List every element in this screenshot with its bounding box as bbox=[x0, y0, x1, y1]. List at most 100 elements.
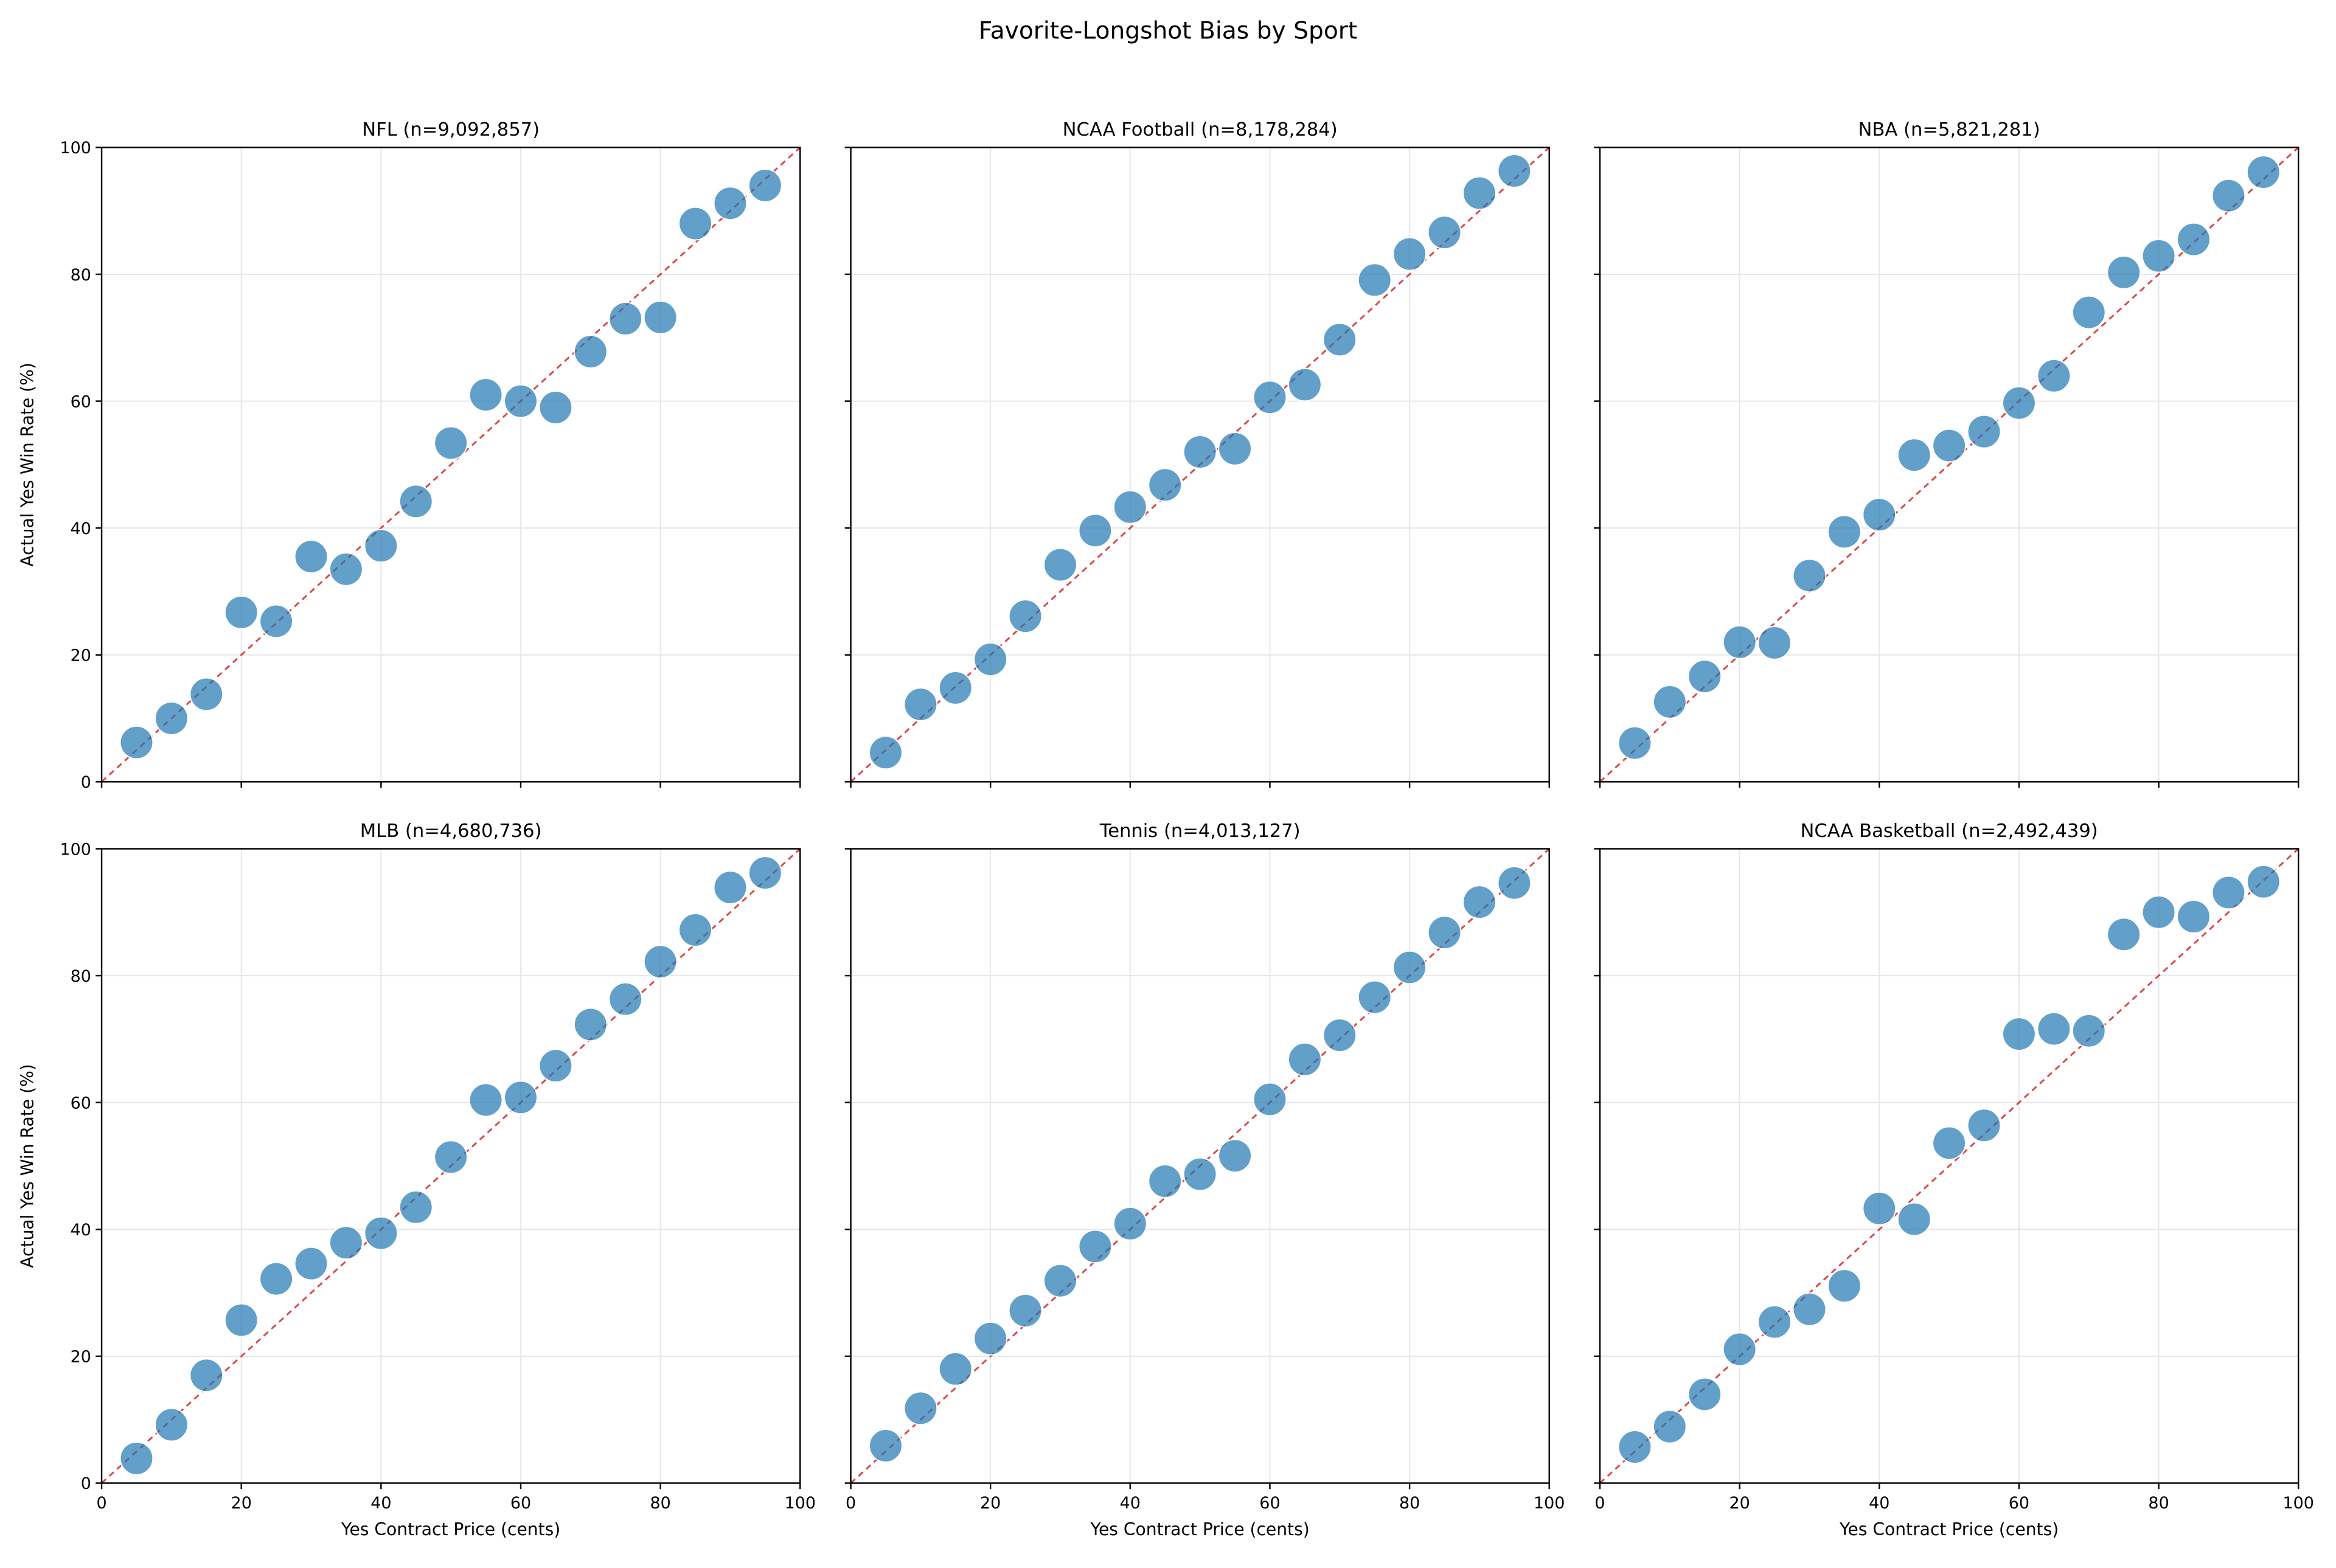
x-tick-label: 40 bbox=[370, 1494, 391, 1513]
x-tick-label: 40 bbox=[1120, 1494, 1141, 1513]
data-point bbox=[154, 1407, 189, 1442]
data-point bbox=[224, 595, 259, 630]
data-point bbox=[2246, 864, 2281, 899]
data-point bbox=[538, 1049, 573, 1083]
data-point bbox=[1688, 1377, 1722, 1412]
data-point bbox=[1862, 498, 1897, 532]
x-axis-label: Yes Contract Price (cents) bbox=[1090, 1519, 1310, 1539]
x-tick-label: 0 bbox=[846, 1494, 856, 1513]
x-tick-label: 100 bbox=[2283, 1494, 2314, 1513]
data-point bbox=[869, 1429, 903, 1463]
axes-frame bbox=[100, 848, 801, 1484]
data-point bbox=[2211, 875, 2246, 910]
panel-1: 0 20 40 60 80 100 NFL (n=9,092,857) Actual Yes … bbox=[17, 119, 801, 792]
data-point bbox=[1722, 625, 1757, 659]
chart-title: Favorite-Longshot Bias by Sport bbox=[979, 18, 1358, 45]
data-point bbox=[468, 1083, 503, 1117]
data-point bbox=[2211, 178, 2246, 213]
data-point bbox=[1757, 1305, 1792, 1339]
y-tick-label: 60 bbox=[71, 1094, 91, 1112]
x-tick-label: 60 bbox=[2009, 1494, 2029, 1513]
data-point bbox=[1357, 980, 1392, 1015]
data-point bbox=[2141, 895, 2176, 929]
reference-line bbox=[101, 147, 801, 783]
panel-3: NBA (n=5,821,281) bbox=[1594, 119, 2300, 788]
y-tick-label: 20 bbox=[71, 647, 91, 665]
x-tick-label: 100 bbox=[1534, 1494, 1565, 1513]
data-point bbox=[1183, 435, 1217, 469]
panel-2: NCAA Football (n=8,178,284) bbox=[844, 119, 1550, 788]
data-point bbox=[364, 1216, 398, 1251]
data-point bbox=[119, 725, 154, 760]
x-tick-label: 60 bbox=[1259, 1494, 1280, 1513]
data-point bbox=[1618, 1430, 1652, 1464]
x-tick-label: 60 bbox=[510, 1494, 531, 1513]
data-point bbox=[748, 856, 782, 890]
panel-5: 0 20 40 60 80 100 Tennis (n=4,013,127) Yes Cont… bbox=[844, 820, 1565, 1539]
data-point bbox=[1827, 1269, 1861, 1303]
data-point bbox=[748, 168, 782, 203]
data-point bbox=[573, 1007, 608, 1042]
data-point bbox=[1078, 513, 1113, 548]
data-point bbox=[329, 552, 363, 586]
data-point bbox=[1287, 1042, 1322, 1077]
data-point bbox=[364, 529, 398, 563]
data-point bbox=[1967, 414, 2001, 449]
x-tick-label: 80 bbox=[2148, 1494, 2169, 1513]
data-point bbox=[2107, 255, 2141, 290]
data-point bbox=[2037, 1011, 2071, 1046]
y-tick-label: 0 bbox=[81, 1474, 91, 1493]
data-point bbox=[1862, 1191, 1897, 1226]
y-tick-label: 100 bbox=[60, 840, 91, 859]
data-point bbox=[1253, 1082, 1287, 1117]
data-point bbox=[1652, 1409, 1687, 1444]
panel-4: 0 20 40 60 80 100 0 20 40 60 80 100 MLB (n=4,680,736… bbox=[17, 820, 816, 1539]
data-point bbox=[713, 186, 748, 221]
data-point bbox=[2071, 295, 2106, 330]
data-point bbox=[1148, 1164, 1183, 1198]
data-point bbox=[119, 1441, 154, 1476]
x-tick-label: 0 bbox=[1594, 1494, 1605, 1513]
data-point bbox=[1113, 1206, 1147, 1241]
y-tick-label: 20 bbox=[71, 1348, 91, 1367]
y-tick-label: 40 bbox=[71, 1221, 91, 1240]
panel-6: 0 20 40 60 80 100 NCAA Basketball (n=2,492,439… bbox=[1594, 820, 2314, 1539]
data-point bbox=[189, 677, 224, 712]
x-tick-label: 20 bbox=[980, 1494, 1001, 1513]
axes-frame bbox=[850, 848, 1550, 1484]
data-point bbox=[1323, 322, 1357, 357]
data-point bbox=[1618, 726, 1652, 760]
data-point bbox=[1757, 626, 1792, 660]
data-point bbox=[259, 1261, 294, 1296]
data-point bbox=[1792, 558, 1827, 593]
data-point bbox=[1932, 1126, 1967, 1160]
data-point bbox=[504, 1080, 538, 1115]
panel-title: NCAA Football (n=8,178,284) bbox=[1063, 119, 1338, 140]
data-point bbox=[973, 642, 1008, 676]
data-point bbox=[2107, 917, 2141, 952]
data-point bbox=[2071, 1013, 2106, 1048]
data-point bbox=[1462, 176, 1496, 210]
data-point bbox=[504, 384, 538, 418]
x-tick-label: 80 bbox=[1399, 1494, 1420, 1513]
data-point bbox=[608, 302, 643, 336]
data-point bbox=[1427, 215, 1462, 250]
axes-frame bbox=[1599, 848, 2300, 1484]
data-point bbox=[434, 1140, 468, 1174]
data-point bbox=[1113, 490, 1147, 524]
x-tick-label: 20 bbox=[231, 1494, 252, 1513]
data-point bbox=[678, 913, 712, 947]
data-point bbox=[1897, 438, 1931, 473]
y-tick-label: 40 bbox=[71, 519, 91, 538]
panel-title: NBA (n=5,821,281) bbox=[1858, 119, 2040, 140]
data-point bbox=[538, 390, 573, 425]
data-point bbox=[398, 1190, 433, 1224]
x-tick-label: 80 bbox=[650, 1494, 671, 1513]
data-point bbox=[1827, 515, 1861, 549]
data-point bbox=[643, 300, 678, 335]
x-tick-label: 0 bbox=[96, 1494, 106, 1513]
data-point bbox=[1008, 599, 1043, 634]
data-point bbox=[1932, 428, 1967, 463]
data-point bbox=[1078, 1229, 1113, 1264]
